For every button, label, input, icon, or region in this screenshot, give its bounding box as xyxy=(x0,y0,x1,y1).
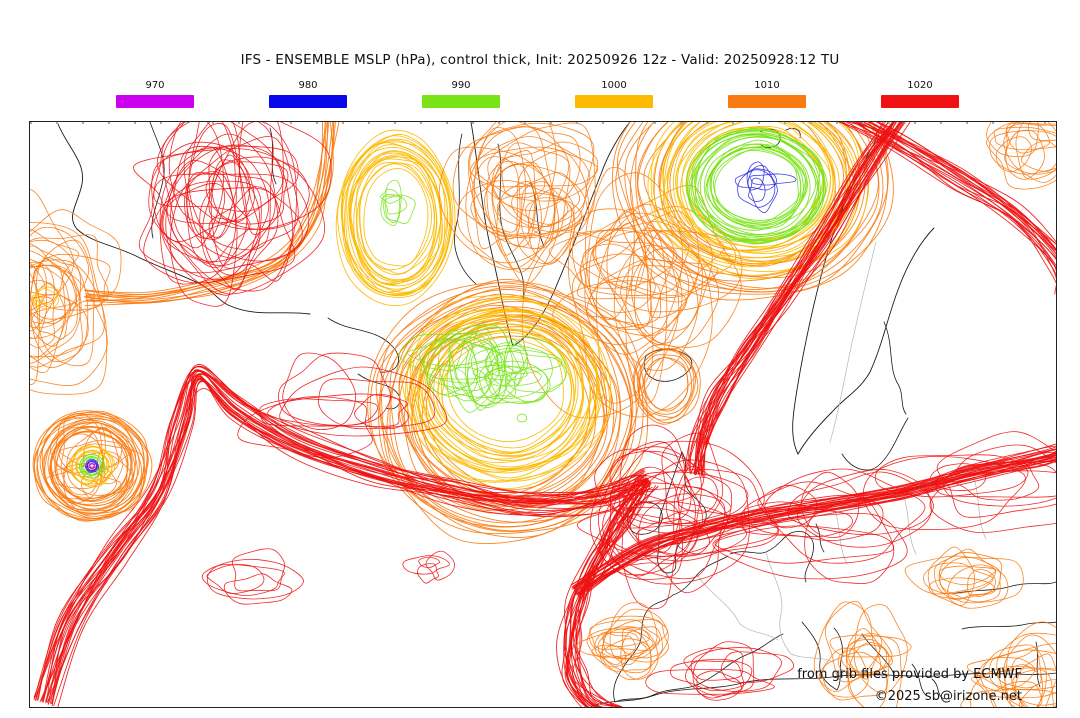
legend-item-980: 980 xyxy=(269,80,347,108)
ensemble-contour-svg xyxy=(30,122,1056,707)
legend-label: 1010 xyxy=(754,80,780,91)
legend-swatch xyxy=(575,95,653,108)
legend-swatch xyxy=(269,95,347,108)
legend-item-1010: 1010 xyxy=(728,80,806,108)
legend-swatch xyxy=(881,95,959,108)
chart-title: IFS - ENSEMBLE MSLP (hPa), control thick… xyxy=(240,52,840,68)
legend-swatch xyxy=(116,95,194,108)
legend-label: 990 xyxy=(451,80,471,91)
legend-item-970: 970 xyxy=(116,80,194,108)
legend-swatch xyxy=(422,95,500,108)
map-canvas xyxy=(29,121,1057,708)
legend-label: 980 xyxy=(298,80,318,91)
legend-label: 1000 xyxy=(601,80,627,91)
attribution-copyright: ©2025 sb@irizone.net xyxy=(874,689,1022,704)
attribution-source: from grib files provided by ECMWF xyxy=(797,667,1022,682)
legend-label: 970 xyxy=(145,80,165,91)
legend-item-1020: 1020 xyxy=(881,80,959,108)
legend-item-990: 990 xyxy=(422,80,500,108)
legend-label: 1020 xyxy=(907,80,933,91)
legend-swatch xyxy=(728,95,806,108)
pressure-legend: 970 980 990 1000 1010 1020 xyxy=(0,80,1080,114)
legend-item-1000: 1000 xyxy=(575,80,653,108)
